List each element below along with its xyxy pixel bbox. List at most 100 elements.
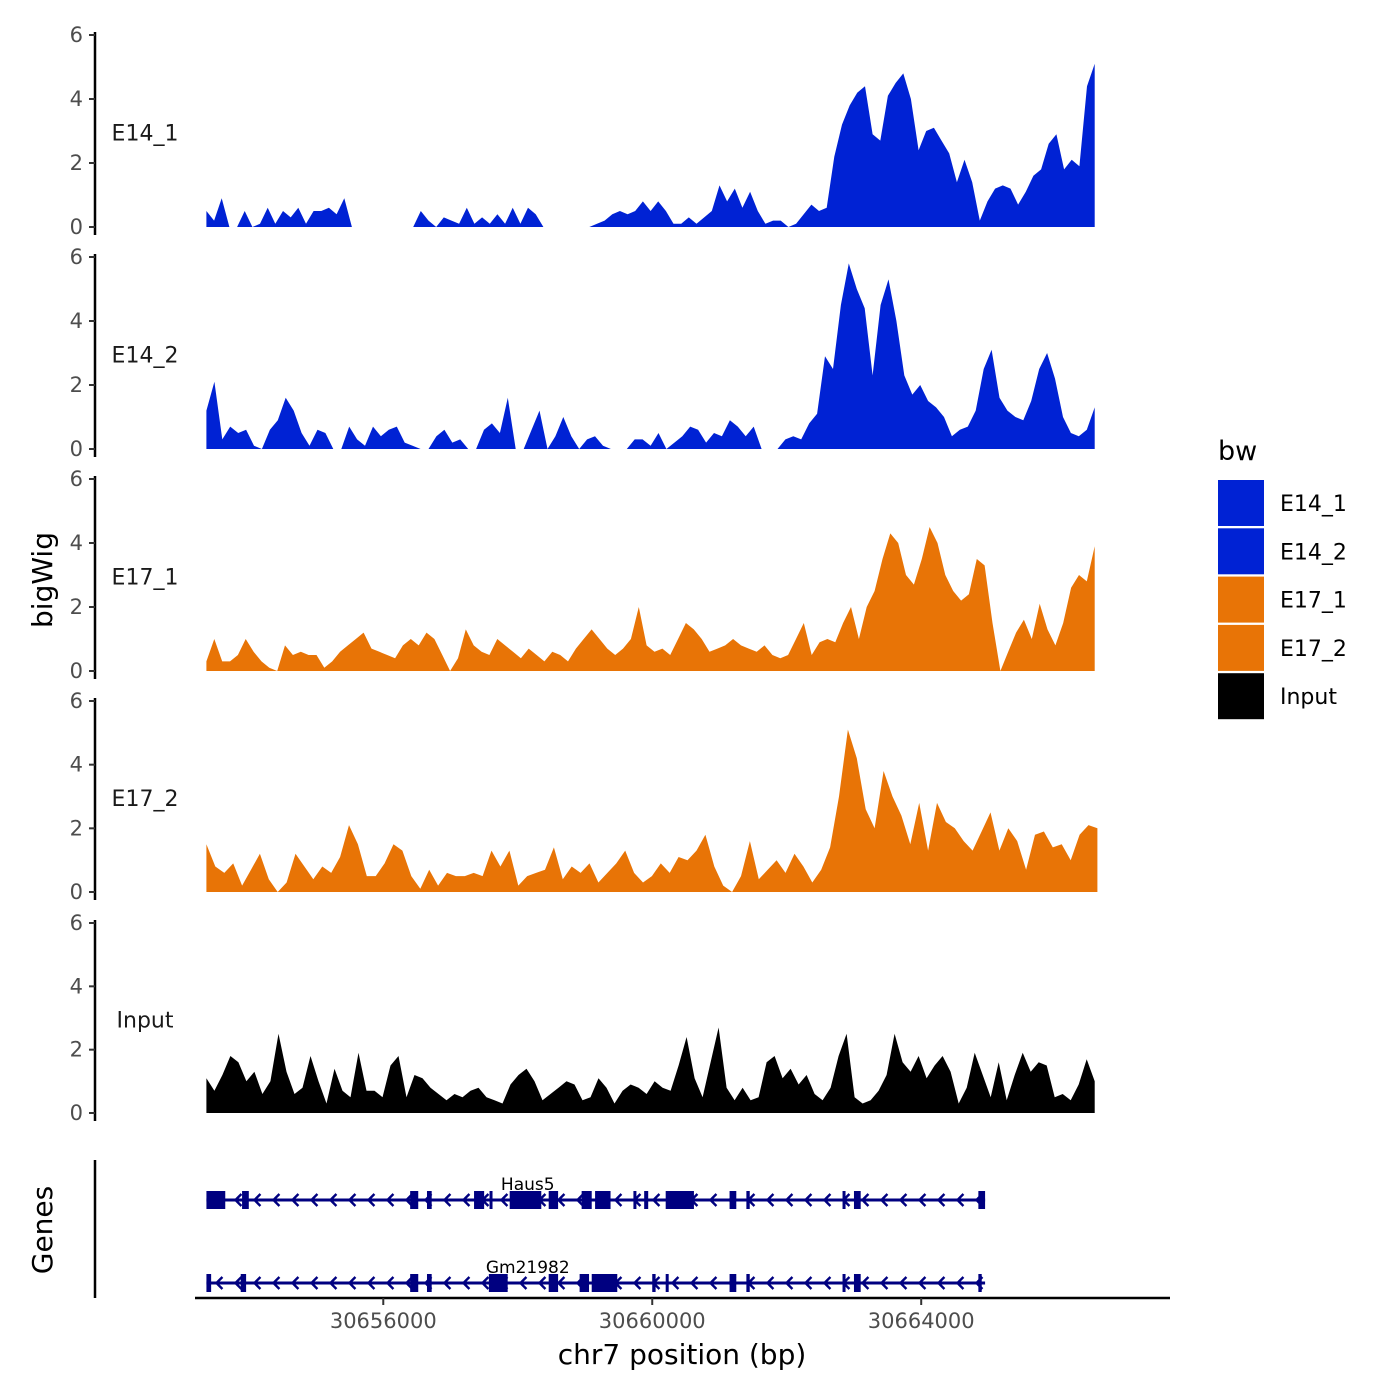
strand-arrow <box>290 1193 300 1207</box>
legend-item-E14_2: E14_2 <box>1218 528 1347 575</box>
strand-arrow <box>214 1276 224 1290</box>
strand-arrow <box>252 1276 262 1290</box>
strand-arrow <box>461 1276 471 1290</box>
strand-arrow <box>613 1193 623 1207</box>
coverage-area-E14_2 <box>206 263 1095 449</box>
y-tick-label: 0 <box>70 215 83 239</box>
legend-swatch <box>1218 673 1264 720</box>
strand-arrow <box>271 1276 281 1290</box>
strand-arrow <box>670 1276 680 1290</box>
strand-arrow <box>290 1276 300 1290</box>
exon <box>581 1191 592 1209</box>
exon <box>410 1274 419 1292</box>
legend-label: Input <box>1280 685 1337 710</box>
strand-arrow <box>537 1276 547 1290</box>
exon <box>665 1191 694 1209</box>
exon <box>842 1274 846 1292</box>
strand-arrow <box>233 1193 243 1207</box>
exon <box>746 1274 750 1292</box>
track-E17_2: 0 2 4 6 E17_2 <box>70 689 1098 904</box>
y-tick-label: 4 <box>70 753 83 777</box>
strand-arrow <box>309 1276 319 1290</box>
strand-arrow <box>499 1193 509 1207</box>
strand-arrow <box>461 1193 471 1207</box>
exon <box>474 1191 485 1209</box>
legend-label: E17_2 <box>1280 637 1347 662</box>
strand-arrow <box>860 1276 870 1290</box>
exon <box>548 1274 559 1292</box>
exon <box>242 1191 249 1209</box>
strand-arrow <box>765 1276 775 1290</box>
strand-arrow <box>917 1276 927 1290</box>
legend-item-Input: Input <box>1218 673 1337 720</box>
exon <box>729 1191 737 1209</box>
strand-arrow <box>233 1276 243 1290</box>
x-axis-title: chr7 position (bp) <box>558 1338 807 1371</box>
exon <box>853 1191 861 1209</box>
strand-arrow <box>936 1276 946 1290</box>
strand-arrow <box>556 1276 566 1290</box>
exon <box>579 1274 590 1292</box>
gene-label: Gm21982 <box>486 1258 570 1278</box>
track-label: E17_2 <box>112 787 179 812</box>
y-tick-label: 4 <box>70 87 83 111</box>
strand-arrow <box>347 1276 357 1290</box>
track-E14_2: 0 2 4 6 E14_2 <box>70 245 1095 461</box>
strand-arrow <box>936 1193 946 1207</box>
track-label: E14_2 <box>112 344 179 369</box>
y-tick-label: 6 <box>70 23 83 47</box>
coverage-area-Input <box>206 1027 1095 1113</box>
exon <box>729 1274 737 1292</box>
genes-track: Haus5 Gm21982 <box>93 1160 986 1298</box>
strand-arrow <box>765 1193 775 1207</box>
strand-arrow <box>784 1276 794 1290</box>
y-tick-label: 6 <box>70 689 83 713</box>
exon <box>410 1191 419 1209</box>
strand-arrow <box>822 1193 832 1207</box>
y-tick-label: 0 <box>70 659 83 683</box>
exon <box>240 1274 247 1292</box>
exon <box>489 1191 493 1209</box>
x-tick-label: 30660000 <box>599 1309 706 1333</box>
y-tick-label: 6 <box>70 467 83 491</box>
y-tick-label: 2 <box>70 816 83 840</box>
strand-arrow <box>328 1276 338 1290</box>
track-label: Input <box>117 1009 174 1034</box>
strand-arrow <box>252 1193 262 1207</box>
strand-arrow <box>898 1193 908 1207</box>
strand-arrow <box>518 1276 528 1290</box>
strand-arrow <box>632 1276 642 1290</box>
x-tick-label: 30664000 <box>868 1309 975 1333</box>
y-tick-label: 2 <box>70 151 83 175</box>
genes-track-title: Genes <box>26 1186 59 1274</box>
exon <box>853 1274 861 1292</box>
y-tick-label: 4 <box>70 309 83 333</box>
strand-arrow <box>955 1276 965 1290</box>
legend-label: E14_2 <box>1280 540 1347 565</box>
legend-swatch <box>1218 528 1264 575</box>
exon <box>591 1274 618 1292</box>
strand-arrow <box>271 1193 281 1207</box>
gene-Haus5: Haus5 <box>206 1175 986 1209</box>
strand-arrow <box>385 1193 395 1207</box>
track-E17_1: 0 2 4 6 E17_1 <box>70 467 1095 683</box>
strand-arrow <box>803 1276 813 1290</box>
exon <box>509 1191 542 1209</box>
legend-item-E17_2: E17_2 <box>1218 624 1347 671</box>
strand-arrow <box>689 1276 699 1290</box>
exon <box>978 1191 986 1209</box>
exon <box>206 1274 212 1292</box>
strand-arrow <box>309 1193 319 1207</box>
y-tick-label: 0 <box>70 1101 83 1125</box>
exon <box>426 1191 432 1209</box>
strand-arrow <box>860 1193 870 1207</box>
strand-arrow <box>366 1193 376 1207</box>
exon <box>206 1191 226 1209</box>
exon <box>644 1191 649 1209</box>
coverage-area-E14_1 <box>206 63 1095 227</box>
gene-label: Haus5 <box>501 1175 555 1195</box>
coverage-area-E17_1 <box>206 527 1095 671</box>
gene-Gm21982: Gm21982 <box>206 1258 986 1292</box>
track-Input: 0 2 4 6 Input <box>70 911 1095 1125</box>
legend-label: E17_1 <box>1280 589 1347 614</box>
